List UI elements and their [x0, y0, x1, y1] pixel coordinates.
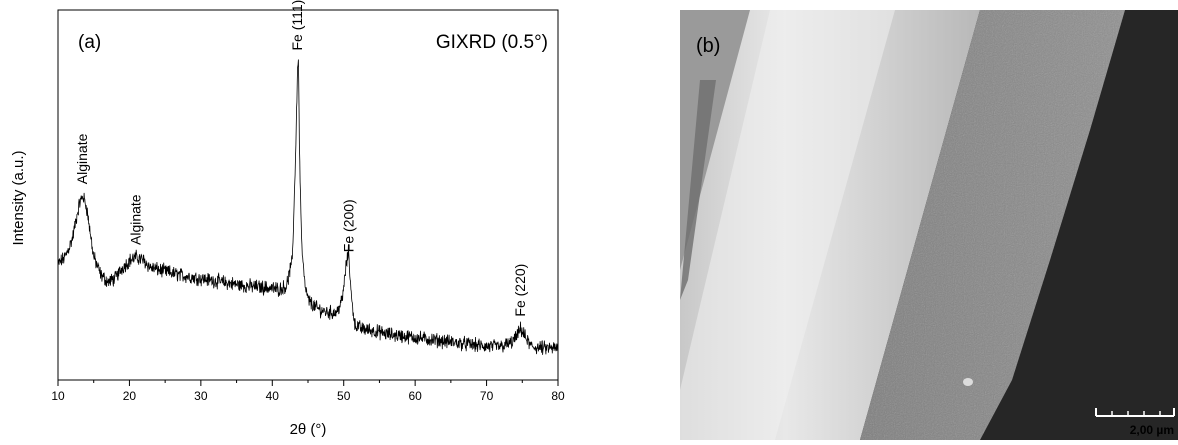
peak-annotation: Fe (200): [340, 199, 356, 252]
x-tick-label: 40: [266, 389, 280, 403]
coating-texture: [860, 10, 1125, 440]
peak-annotation: Fe (220): [512, 264, 528, 317]
x-axis-label: 2θ (°): [290, 421, 327, 438]
panel-a-label: (a): [78, 32, 101, 53]
x-tick-label: 10: [51, 389, 65, 403]
panel-b-label: (b): [696, 35, 720, 57]
xrd-chart: 10 20 30 40 50 60 70 80 Alginate Alginate Fe (111…: [10, 0, 565, 438]
sem-micrograph: (b) 2,00 µm: [680, 10, 1178, 440]
fiber-dark-crease: [680, 80, 716, 300]
scale-bar: 2,00 µm: [1095, 408, 1175, 437]
xrd-chart-panel: 10 20 30 40 50 60 70 80 Alginate Alginate Fe (111…: [10, 0, 565, 438]
xrd-series-line: [57, 59, 559, 355]
x-tick-label: 20: [123, 389, 137, 403]
x-tick-label: 80: [551, 389, 565, 403]
peak-annotations: Alginate Alginate Fe (111) Fe (200) Fe (220): [74, 0, 528, 317]
sem-image-panel: (b) 2,00 µm: [680, 10, 1178, 440]
scale-bar-label: 2,00 µm: [1130, 423, 1174, 437]
x-tick-label: 70: [480, 389, 494, 403]
x-axis: 10 20 30 40 50 60 70 80: [51, 380, 565, 403]
data-trace: [57, 59, 559, 355]
peak-annotation: Alginate: [128, 194, 144, 245]
peak-annotation: Fe (111): [289, 0, 305, 51]
peak-annotation: Alginate: [74, 133, 90, 184]
fiber-highlight: [680, 10, 895, 440]
x-tick-label: 50: [337, 389, 351, 403]
x-tick-label: 30: [194, 389, 208, 403]
x-tick-label: 60: [408, 389, 422, 403]
bright-particle: [963, 378, 973, 386]
method-label: GIXRD (0.5°): [436, 32, 548, 53]
y-axis-label: Intensity (a.u.): [10, 150, 27, 245]
